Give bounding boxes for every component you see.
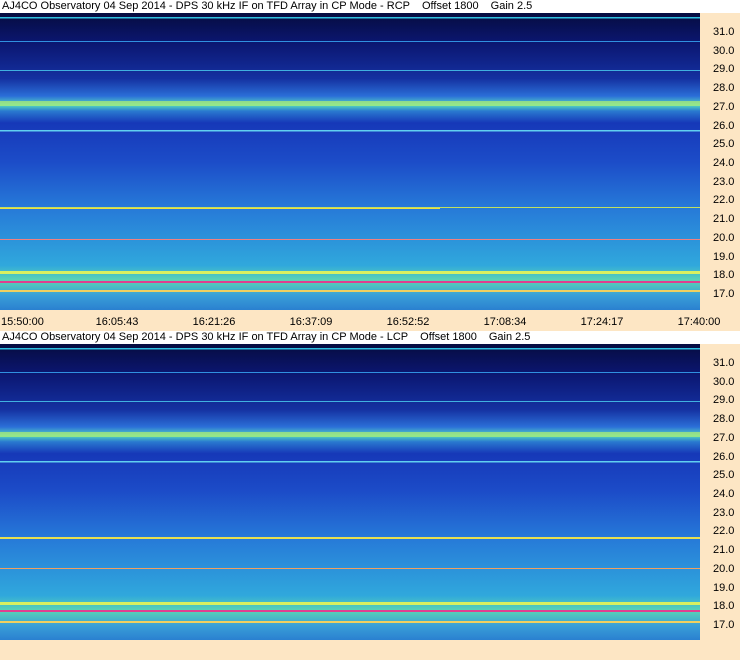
panel-title: AJ4CO Observatory 04 Sep 2014 - DPS 30 k… [2, 0, 410, 12]
panel-title: AJ4CO Observatory 04 Sep 2014 - DPS 30 k… [2, 331, 409, 343]
frequency-label: 28.0 [713, 413, 735, 426]
frequency-label: 26.0 [713, 119, 735, 132]
gain: Gain 2.5 [490, 0, 533, 12]
frequency-label: 18.0 [713, 600, 735, 613]
frequency-axis: 31.0 30.0 29.0 28.0 27.0 26.0 25.0 24.0 23.0 22.0… [700, 344, 740, 640]
frequency-label: 31.0 [713, 26, 735, 38]
frequency-label: 17.0 [713, 619, 735, 632]
spectrogram [0, 344, 700, 640]
frequency-label: 17.0 [713, 288, 735, 301]
time-label: 16:52:52 [386, 316, 430, 328]
frequency-label: 31.0 [713, 357, 735, 369]
frequency-label: 26.0 [713, 450, 735, 463]
offset: Offset 1800 [421, 0, 479, 12]
time-label: 17:40:00 [677, 316, 721, 328]
offset: Offset 1800 [420, 331, 477, 343]
panel-title-bar: AJ4CO Observatory 04 Sep 2014 - DPS 30 k… [0, 0, 740, 13]
frequency-label: 28.0 [713, 82, 735, 95]
frequency-label: 22.0 [713, 194, 735, 207]
time-label: 17:08:34 [483, 316, 527, 328]
frequency-label: 20.0 [713, 231, 735, 244]
frequency-label: 23.0 [713, 506, 735, 519]
time-label: 16:21:26 [192, 316, 236, 328]
frequency-label: 30.0 [713, 375, 735, 388]
panel-title-bar: AJ4CO Observatory 04 Sep 2014 - DPS 30 k… [0, 331, 740, 344]
frequency-label: 18.0 [713, 269, 735, 282]
frequency-label: 23.0 [713, 175, 735, 188]
frequency-label: 21.0 [713, 544, 735, 557]
time-label: 15:50:00 [1, 316, 44, 328]
frequency-label: 24.0 [713, 488, 735, 501]
frequency-label: 25.0 [713, 469, 735, 482]
gain: Gain 2.5 [488, 331, 531, 343]
frequency-label: 19.0 [713, 581, 735, 594]
frequency-label: 24.0 [713, 157, 735, 170]
frequency-label: 27.0 [713, 431, 735, 444]
frequency-label: 21.0 [713, 213, 735, 226]
frequency-label: 19.0 [713, 250, 735, 263]
frequency-label: 25.0 [713, 138, 735, 151]
frequency-label: 20.0 [713, 562, 735, 575]
time-label: 16:37:09 [289, 316, 333, 328]
time-label: 16:05:43 [95, 316, 139, 328]
frequency-label: 22.0 [713, 525, 735, 538]
frequency-label: 29.0 [713, 394, 735, 407]
frequency-label: 27.0 [713, 100, 735, 113]
frequency-axis: 31.0 30.0 29.0 28.0 27.0 26.0 25.0 24.0 23.0 22.0… [700, 13, 740, 310]
time-axis: 15:50:00 16:05:43 16:21:26 16:37:09 16:52:52… [0, 310, 740, 331]
frequency-label: 30.0 [713, 44, 735, 57]
spectrogram [0, 13, 700, 310]
time-label: 17:24:17 [580, 316, 624, 328]
frequency-label: 29.0 [713, 63, 735, 76]
